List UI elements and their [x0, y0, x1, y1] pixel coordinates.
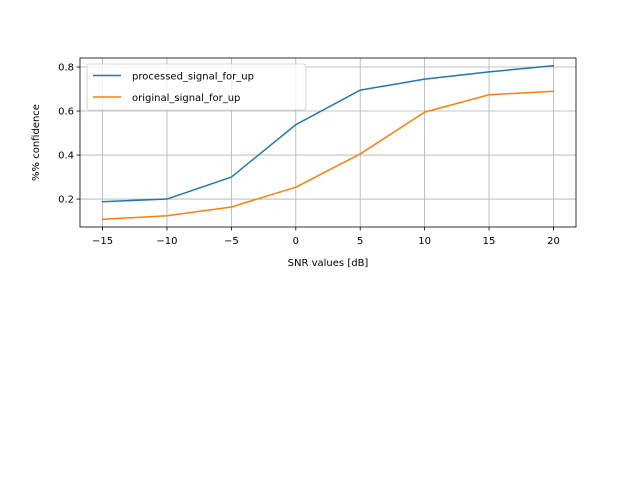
- x-tick-label: −5: [224, 236, 239, 247]
- x-tick-label: 10: [418, 236, 431, 247]
- y-tick-label: 0.2: [58, 195, 74, 206]
- x-tick-label: −10: [156, 236, 177, 247]
- x-tick-label: 20: [547, 236, 560, 247]
- x-axis-label: SNR values [dB]: [288, 258, 369, 269]
- legend: processed_signal_for_up original_signal_f…: [86, 63, 307, 111]
- tick-layer: −15 −10 −5 0 5 10 15 20 0.2 0.4 0.6 0.8: [58, 63, 560, 247]
- legend-label: original_signal_for_up: [132, 93, 240, 104]
- legend-box: [86, 63, 307, 111]
- y-tick-label: 0.4: [58, 151, 74, 162]
- axes-frame: [79, 57, 577, 228]
- series-line-2: [101, 90, 555, 221]
- x-tick-label: 0: [293, 236, 299, 247]
- x-tick-label: 5: [357, 236, 363, 247]
- series-layer: [101, 64, 555, 221]
- y-tick-label: 0.8: [58, 63, 74, 74]
- y-tick-label: 0.6: [58, 107, 74, 118]
- y-axis-label: %% confidence: [31, 104, 42, 181]
- series-line-1: [101, 64, 555, 203]
- legend-label: processed_signal_for_up: [132, 72, 254, 83]
- x-tick-label: −15: [92, 236, 113, 247]
- x-tick-label: 15: [483, 236, 496, 247]
